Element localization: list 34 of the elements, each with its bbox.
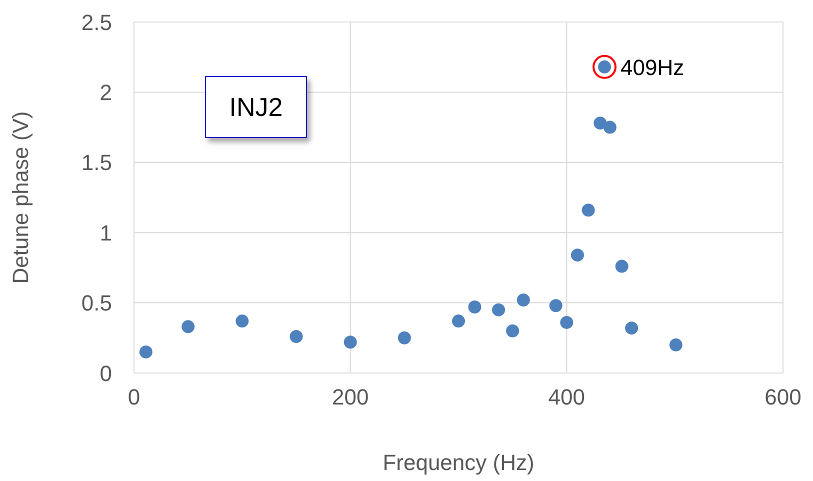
point bbox=[468, 300, 482, 314]
point bbox=[669, 338, 682, 352]
point bbox=[560, 316, 574, 329]
point bbox=[139, 345, 152, 358]
point bbox=[603, 120, 616, 134]
point bbox=[506, 324, 520, 338]
point bbox=[452, 314, 465, 328]
y-tick-label: 2.5 bbox=[81, 10, 112, 35]
point bbox=[582, 204, 595, 217]
point bbox=[236, 314, 249, 328]
point bbox=[398, 331, 411, 344]
x-tick-label: 200 bbox=[332, 384, 369, 410]
point bbox=[516, 293, 530, 306]
point bbox=[182, 320, 195, 334]
x-tick-label: 0 bbox=[128, 384, 140, 410]
point bbox=[570, 248, 584, 262]
y-tick-label: 1.5 bbox=[81, 150, 112, 176]
annotation: INJ2 bbox=[205, 76, 307, 138]
x-axis-title: Frequency (Hz) bbox=[382, 450, 534, 475]
point bbox=[594, 116, 607, 130]
x-tick-label: 400 bbox=[548, 384, 586, 410]
point bbox=[615, 260, 628, 273]
point bbox=[492, 303, 506, 316]
y-tick-label: 1 bbox=[100, 220, 112, 246]
point bbox=[290, 330, 303, 343]
annotation: 409Hz bbox=[620, 54, 684, 80]
point bbox=[625, 322, 638, 335]
point bbox=[549, 299, 562, 312]
y-axis-title: Detune phase (V) bbox=[8, 111, 33, 284]
y-tick-label: 0.5 bbox=[81, 290, 112, 316]
x-tick-label: 600 bbox=[764, 384, 802, 410]
point bbox=[344, 336, 357, 349]
y-tick-label: 2 bbox=[100, 80, 112, 106]
y-tick-label: 0 bbox=[100, 360, 112, 386]
